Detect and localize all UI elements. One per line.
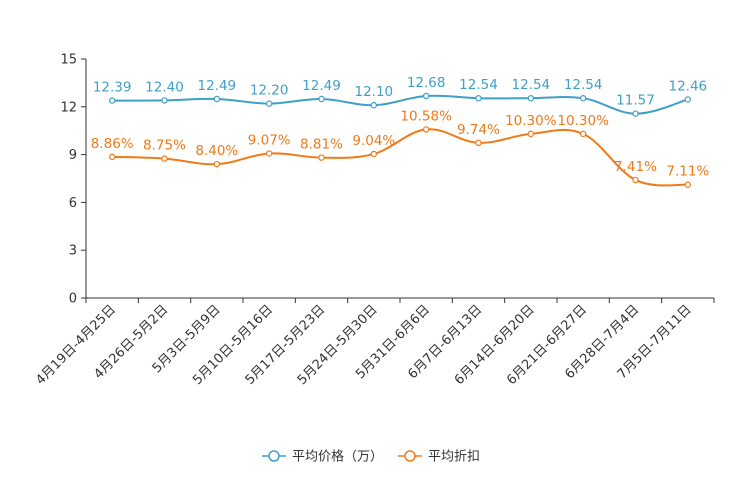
data-label-discount: 9.07% bbox=[248, 132, 291, 148]
data-point-price bbox=[318, 95, 325, 103]
series-line-price bbox=[112, 94, 689, 115]
data-label-discount: 8.40% bbox=[195, 143, 238, 159]
data-point-price bbox=[213, 95, 221, 103]
data-label-price: 12.10 bbox=[355, 84, 394, 100]
data-point-discount bbox=[213, 160, 221, 168]
data-point-discount bbox=[265, 150, 273, 157]
data-label-discount: 7.41% bbox=[614, 159, 657, 175]
data-point-price bbox=[475, 94, 482, 102]
data-label-price: 12.54 bbox=[512, 77, 551, 93]
data-label-discount: 8.81% bbox=[300, 137, 343, 153]
data-point-discount bbox=[684, 181, 692, 188]
data-label-discount: 9.74% bbox=[457, 122, 500, 138]
data-label-price: 12.20 bbox=[250, 83, 289, 99]
data-point-discount bbox=[108, 153, 116, 161]
data-point-discount bbox=[632, 176, 639, 184]
data-point-price bbox=[370, 102, 378, 109]
data-label-discount: 8.86% bbox=[91, 136, 134, 152]
data-point-price bbox=[265, 100, 273, 107]
y-tick-label: 12 bbox=[60, 100, 77, 115]
data-point-discount bbox=[318, 154, 325, 161]
data-point-price bbox=[579, 94, 587, 102]
data-label-price: 12.39 bbox=[93, 80, 132, 96]
data-point-price bbox=[527, 94, 535, 102]
legend-marker-discount bbox=[404, 450, 416, 462]
data-label-price: 11.57 bbox=[616, 93, 655, 109]
y-tick-label: 9 bbox=[69, 148, 77, 163]
data-label-price: 12.49 bbox=[302, 78, 341, 94]
y-tick-label: 6 bbox=[69, 196, 77, 211]
data-label-discount: 10.58% bbox=[400, 108, 452, 124]
data-point-discount bbox=[422, 126, 430, 133]
data-label-discount: 9.04% bbox=[352, 133, 395, 149]
data-label-discount: 7.11% bbox=[666, 164, 709, 180]
data-label-price: 12.40 bbox=[145, 79, 184, 95]
data-point-price bbox=[684, 96, 692, 103]
data-label-price: 12.68 bbox=[407, 75, 446, 91]
data-point-discount bbox=[579, 130, 587, 138]
data-point-discount bbox=[161, 155, 168, 162]
data-label-discount: 8.75% bbox=[143, 138, 186, 154]
y-tick-label: 0 bbox=[69, 292, 77, 307]
data-point-discount bbox=[475, 139, 482, 147]
data-label-discount: 10.30% bbox=[505, 113, 557, 129]
data-label-price: 12.46 bbox=[669, 78, 708, 94]
legend-marker-price bbox=[268, 450, 280, 462]
y-tick-label: 15 bbox=[60, 53, 77, 68]
legend-label-price: 平均价格（万） bbox=[292, 449, 383, 465]
data-label-price: 12.54 bbox=[459, 77, 498, 93]
data-point-discount bbox=[527, 130, 535, 138]
data-label-price: 12.49 bbox=[198, 78, 237, 94]
data-point-price bbox=[632, 110, 639, 117]
data-point-price bbox=[161, 97, 168, 104]
legend-label-discount: 平均折扣 bbox=[428, 450, 480, 465]
data-label-price: 12.54 bbox=[564, 77, 603, 93]
series-line-discount bbox=[112, 128, 688, 187]
data-point-discount bbox=[370, 150, 378, 158]
y-tick-label: 3 bbox=[69, 244, 77, 259]
data-label-discount: 10.30% bbox=[557, 113, 609, 129]
data-point-price bbox=[422, 92, 430, 100]
data-point-price bbox=[108, 97, 116, 104]
